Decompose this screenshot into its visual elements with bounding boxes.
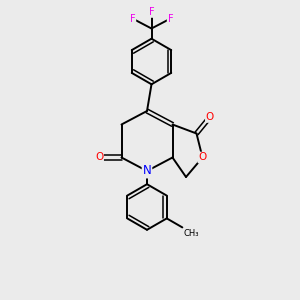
Text: O: O <box>206 112 214 122</box>
Text: F: F <box>149 7 154 17</box>
Text: CH₃: CH₃ <box>184 229 199 238</box>
Text: F: F <box>168 14 173 24</box>
Text: F: F <box>130 14 135 24</box>
Text: O: O <box>198 152 207 163</box>
Text: N: N <box>142 164 152 178</box>
Text: O: O <box>95 152 103 163</box>
